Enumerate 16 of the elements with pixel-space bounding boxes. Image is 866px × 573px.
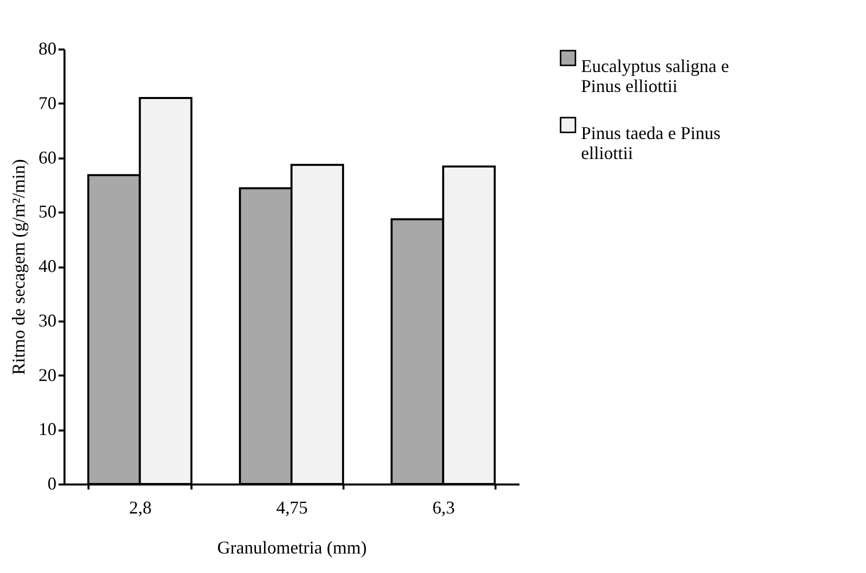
x-tick-label: 6,3 [432, 498, 455, 518]
y-tick-label: 70 [38, 92, 56, 113]
x-tick-label: 4,75 [276, 498, 308, 518]
y-tick-label: 40 [38, 256, 56, 276]
y-tick-label: 50 [38, 202, 56, 222]
legend-label: Pinus taeda e Pinus elliottii [581, 123, 720, 163]
y-tick-label: 10 [38, 419, 56, 440]
y-tick-label: 60 [38, 147, 56, 168]
y-axis-title: Ritmo de secagem (g/m²/min) [8, 159, 28, 375]
y-tick-label: 0 [48, 474, 56, 494]
legend-label: Eucalyptus saligna e Pinus elliottii [581, 56, 729, 96]
x-tick-label: 2,8 [129, 498, 152, 518]
x-axis-title: Granulometria (mm) [217, 538, 367, 558]
y-tick-label: 80 [38, 38, 56, 58]
y-tick-label: 30 [38, 310, 56, 330]
y-tick-label: 20 [38, 364, 56, 385]
